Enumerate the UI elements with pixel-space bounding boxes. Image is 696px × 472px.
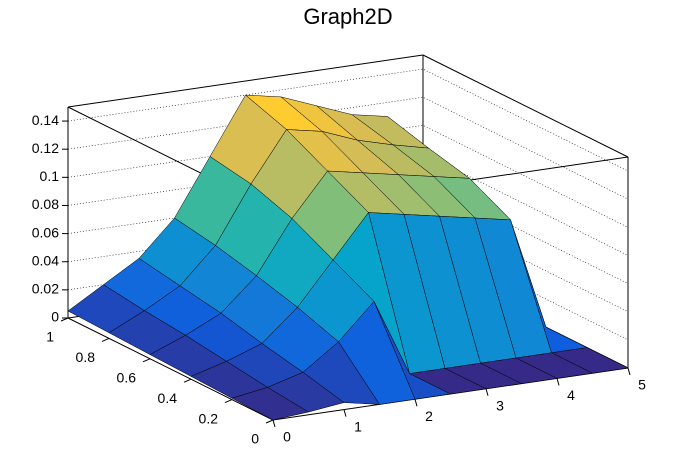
surface-cell (231, 387, 309, 421)
x-tick (556, 378, 560, 386)
z-tick-label: 0 (51, 309, 59, 325)
z-tick-label: 0.12 (32, 140, 59, 156)
z-tick-label: 0.14 (32, 112, 59, 128)
x-tick-label: 4 (567, 387, 575, 403)
frame (67, 317, 274, 421)
z-tick-label: 0.08 (32, 196, 59, 212)
y-tick-label: 0.4 (158, 390, 178, 406)
z-tick-label: 0.06 (32, 224, 59, 240)
x-tick (414, 399, 418, 407)
y-tick-label: 0.8 (76, 349, 96, 365)
z-tick-label: 0.02 (32, 281, 59, 297)
frame (422, 54, 629, 158)
y-tick (142, 358, 151, 363)
x-tick (272, 419, 276, 428)
y-tick (183, 378, 192, 383)
x-tick (343, 409, 347, 417)
x-tick (627, 367, 631, 376)
x-tick-label: 3 (496, 398, 504, 414)
chart-title: Graph2D (303, 4, 392, 29)
y-tick-label: 0 (251, 431, 259, 447)
y-tick-label: 0.2 (199, 410, 219, 426)
y-tick (101, 337, 110, 342)
y-tick-label: 1 (46, 329, 54, 345)
frame (67, 54, 424, 108)
x-tick-label: 2 (425, 408, 433, 424)
z-tick-label: 0.04 (32, 252, 59, 268)
x-tick-label: 0 (283, 429, 291, 445)
y-tick (265, 419, 274, 424)
z-tick-label: 0.1 (40, 168, 60, 184)
y-tick (224, 399, 233, 404)
y-tick-label: 0.6 (117, 370, 137, 386)
x-tick (485, 388, 489, 396)
x-tick-label: 5 (638, 377, 646, 393)
x-tick-label: 1 (354, 418, 362, 434)
